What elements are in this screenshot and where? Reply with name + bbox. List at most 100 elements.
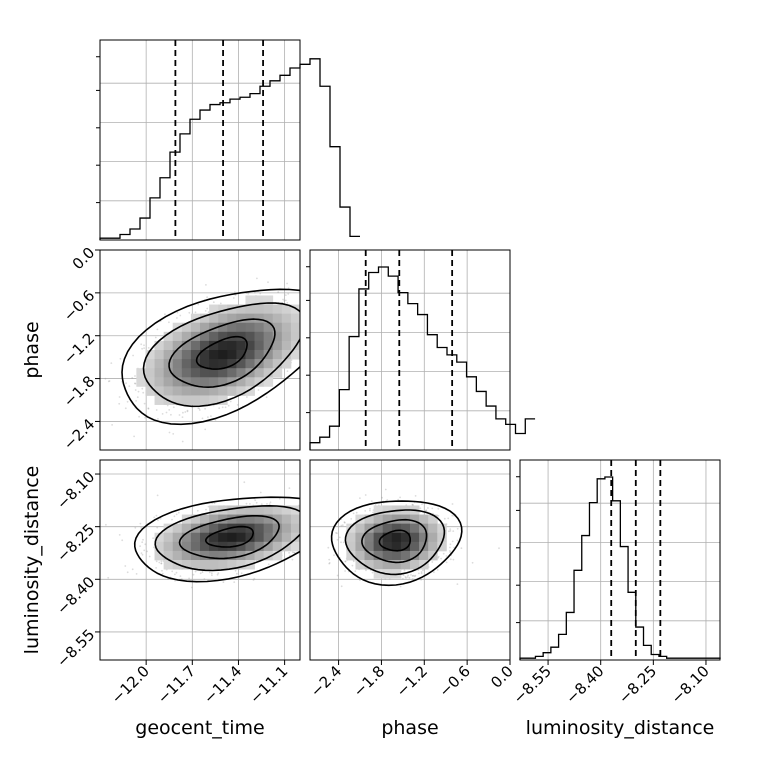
sample-point: [303, 329, 305, 331]
sample-point: [142, 391, 145, 394]
density-bin: [236, 359, 246, 369]
density-bin: [200, 377, 210, 387]
sample-point: [331, 327, 333, 329]
density-bin: [190, 550, 201, 561]
sample-point: [245, 502, 248, 505]
density-bin: [163, 377, 174, 387]
sample-point: [325, 347, 327, 349]
density-bin: [437, 541, 447, 552]
density-bin: [227, 532, 237, 543]
sample-point: [327, 528, 329, 530]
sample-point: [411, 578, 414, 580]
sample-point: [322, 532, 324, 534]
density-bin: [163, 350, 174, 360]
density-bin: [428, 532, 438, 543]
density-bin: [419, 532, 429, 543]
sample-point: [177, 511, 180, 514]
panel-frame: [519, 459, 721, 661]
density-bin: [181, 386, 192, 396]
density-bin: [355, 550, 365, 561]
density-bin: [154, 350, 165, 360]
density-bin: [209, 350, 219, 360]
density-bin: [154, 532, 165, 543]
sample-point: [153, 546, 155, 549]
sample-point: [205, 284, 207, 286]
density-bin: [209, 304, 219, 315]
density-bin: [227, 386, 237, 396]
sample-point: [304, 496, 306, 498]
density-bin: [209, 550, 219, 561]
sample-point: [188, 577, 191, 580]
sample-point: [211, 574, 213, 577]
panel-frame: [99, 39, 301, 241]
y-tick-label: −8.25: [53, 520, 98, 565]
density-bin: [227, 340, 237, 351]
sample-point: [207, 311, 210, 314]
sample-point: [330, 329, 332, 331]
density-bin: [163, 340, 174, 351]
sample-point: [240, 572, 243, 575]
sample-point: [159, 517, 162, 520]
sample-point: [303, 508, 305, 510]
density-bin: [391, 550, 402, 561]
sample-point: [181, 416, 184, 418]
density-bin: [218, 386, 228, 396]
sample-point: [419, 507, 422, 510]
density-bin: [391, 514, 402, 525]
sample-point: [421, 503, 423, 505]
density-bin: [172, 359, 183, 369]
density-bin: [163, 532, 174, 543]
sample-point: [451, 540, 454, 543]
sample-point: [315, 317, 317, 319]
sample-point: [175, 513, 178, 516]
sample-point: [346, 299, 348, 301]
density-bin: [200, 350, 210, 360]
sample-point: [253, 291, 256, 294]
sample-point: [452, 558, 455, 561]
density-bin: [263, 377, 274, 387]
y-tick-label: 0.0: [69, 244, 99, 274]
density-bin: [181, 395, 192, 405]
density-bin: [428, 523, 438, 534]
sample-point: [186, 410, 189, 413]
density-bin: [281, 340, 292, 351]
x-tick-label: −8.25: [615, 662, 660, 707]
density-bin: [373, 550, 384, 561]
sample-point: [406, 576, 409, 578]
y-tick-label: −2.4: [60, 415, 98, 453]
density-bin: [190, 359, 201, 369]
density-bin: [290, 514, 300, 525]
density-bin: [364, 560, 375, 570]
sample-point: [268, 503, 271, 505]
contour-line: [154, 504, 300, 572]
density-bin: [218, 340, 228, 351]
sample-point: [173, 515, 176, 518]
sample-point: [161, 572, 164, 575]
density-bin: [254, 505, 265, 515]
sample-point: [128, 385, 131, 387]
sample-point: [411, 503, 414, 506]
sample-point: [456, 539, 459, 542]
density-bin: [190, 514, 201, 525]
sample-point: [317, 520, 319, 522]
density-bin: [290, 350, 300, 360]
sample-point: [205, 508, 207, 511]
sample-point: [236, 404, 239, 406]
sample-point: [156, 526, 159, 529]
density-bin: [364, 514, 375, 525]
sample-point: [424, 509, 427, 512]
sample-point: [316, 364, 318, 366]
sample-point: [278, 497, 281, 500]
density-bin: [200, 359, 210, 369]
sample-point: [284, 294, 287, 296]
sample-point: [350, 518, 353, 520]
density-bin: [254, 304, 265, 315]
sample-point: [336, 532, 338, 535]
density-bin: [364, 532, 375, 543]
density-bin: [290, 331, 300, 342]
sample-point: [344, 560, 347, 563]
density-bin: [218, 322, 228, 333]
sample-point: [132, 354, 135, 357]
sample-point: [139, 522, 142, 525]
density-bin: [263, 514, 274, 525]
